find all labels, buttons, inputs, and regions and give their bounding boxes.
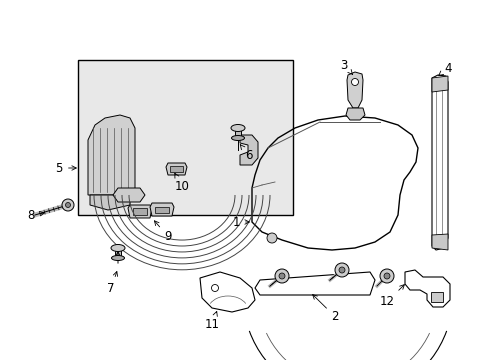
Text: 6: 6 (240, 145, 252, 162)
Text: 5: 5 (56, 162, 76, 175)
Polygon shape (165, 163, 186, 175)
Circle shape (266, 233, 276, 243)
Polygon shape (150, 203, 174, 216)
Bar (133, 208, 147, 215)
Text: 4: 4 (438, 62, 450, 76)
Ellipse shape (230, 125, 244, 131)
Text: 3: 3 (340, 59, 352, 75)
Text: 1: 1 (232, 216, 249, 229)
Circle shape (334, 263, 348, 277)
Polygon shape (431, 76, 447, 92)
Circle shape (65, 202, 70, 207)
Circle shape (62, 199, 74, 211)
Polygon shape (346, 108, 364, 120)
Ellipse shape (111, 244, 125, 252)
Polygon shape (113, 188, 145, 202)
Circle shape (351, 78, 358, 86)
Polygon shape (88, 115, 135, 195)
Bar (78, 60, 292, 215)
Polygon shape (240, 135, 258, 165)
Text: 12: 12 (379, 285, 404, 308)
Ellipse shape (111, 256, 124, 261)
Circle shape (274, 269, 288, 283)
Text: 9: 9 (154, 221, 171, 243)
Polygon shape (431, 234, 447, 250)
Ellipse shape (231, 135, 244, 140)
Text: 2: 2 (312, 294, 338, 323)
Circle shape (379, 269, 393, 283)
Bar (235, 128, 241, 138)
Text: 7: 7 (107, 271, 117, 295)
Polygon shape (128, 205, 152, 218)
Circle shape (338, 267, 345, 273)
Polygon shape (346, 72, 362, 108)
Polygon shape (90, 195, 130, 210)
Text: 11: 11 (204, 311, 219, 331)
Circle shape (279, 273, 285, 279)
Circle shape (383, 273, 389, 279)
Bar (430, 292, 442, 302)
Text: 8: 8 (27, 209, 44, 222)
Bar (115, 248, 121, 258)
Bar (155, 207, 169, 213)
Text: 10: 10 (174, 173, 189, 193)
Bar (170, 166, 183, 172)
